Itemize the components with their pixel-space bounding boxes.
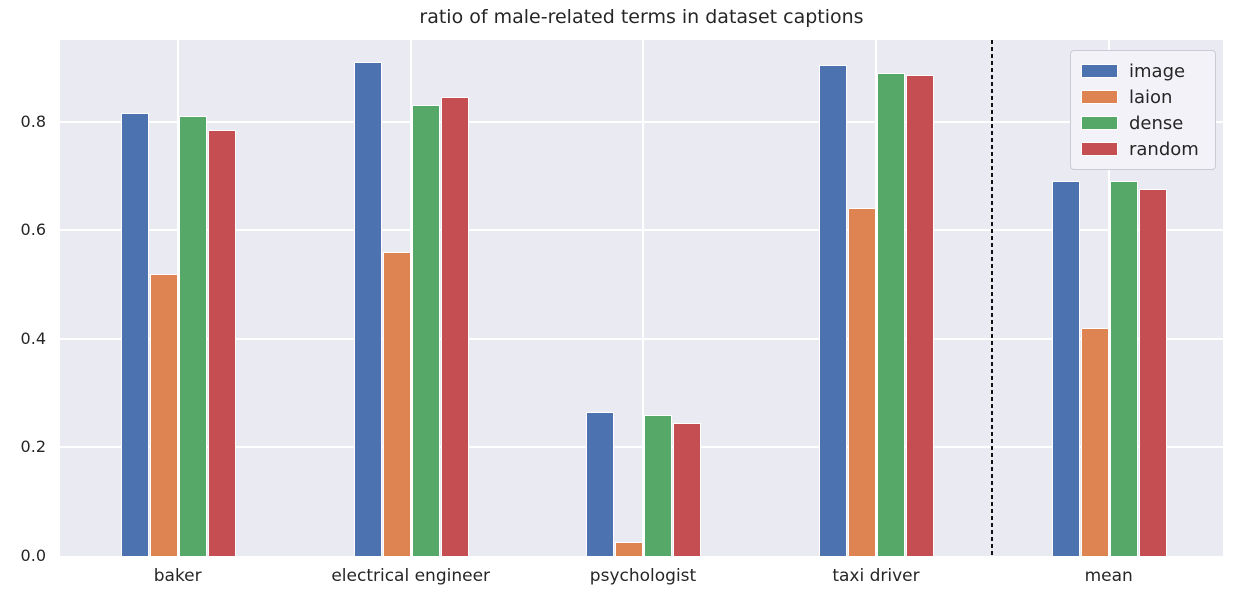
bar-laion-taxi-driver <box>848 208 876 556</box>
v-gridline <box>176 40 179 556</box>
bar-image-mean <box>1051 181 1080 556</box>
v-gridline <box>642 40 644 556</box>
h-gridline <box>60 446 1223 449</box>
legend: image laion dense random <box>1070 50 1216 170</box>
bar-random-electrical-engineer <box>440 97 469 556</box>
plot-area <box>60 40 1223 556</box>
ytick-label-0.2: 0.2 <box>20 437 46 457</box>
bar-image-baker <box>120 113 149 556</box>
chart-title: ratio of male-related terms in dataset c… <box>419 6 864 28</box>
legend-swatch-dense <box>1081 116 1118 130</box>
bar-dense-mean <box>1109 181 1138 556</box>
h-gridline <box>60 337 1223 340</box>
bar-dense-psychologist <box>644 415 672 556</box>
h-gridline <box>60 229 1223 232</box>
legend-label-laion: laion <box>1129 86 1173 108</box>
bar-laion-mean <box>1080 328 1109 556</box>
bar-image-psychologist <box>586 412 614 556</box>
v-gridline <box>1107 40 1110 556</box>
bar-dense-baker <box>178 116 207 556</box>
legend-label-image: image <box>1129 60 1186 82</box>
ytick-label-0.8: 0.8 <box>20 111 46 131</box>
legend-swatch-image <box>1081 64 1118 78</box>
xtick-label-psychologist: psychologist <box>589 566 697 586</box>
bar-random-taxi-driver <box>906 75 934 556</box>
xtick-label-baker: baker <box>153 566 202 586</box>
legend-row-dense: dense <box>1081 110 1205 136</box>
ytick-label-0.6: 0.6 <box>20 220 46 240</box>
bar-random-psychologist <box>673 423 701 556</box>
bar-image-electrical-engineer <box>353 62 382 556</box>
legend-row-random: random <box>1081 136 1205 162</box>
bar-random-mean <box>1138 189 1167 556</box>
h-gridline <box>60 120 1223 123</box>
xtick-label-electrical-engineer: electrical engineer <box>331 566 491 586</box>
bar-laion-baker <box>149 274 178 556</box>
bar-laion-psychologist <box>615 542 643 556</box>
bar-image-taxi-driver <box>819 65 847 556</box>
legend-swatch-random <box>1081 142 1118 156</box>
ytick-label-0.0: 0.0 <box>20 546 46 565</box>
legend-label-random: random <box>1129 138 1199 160</box>
legend-label-dense: dense <box>1129 112 1184 134</box>
legend-swatch-laion <box>1081 90 1118 104</box>
bar-laion-electrical-engineer <box>382 252 411 556</box>
legend-row-image: image <box>1081 58 1205 84</box>
xtick-label-mean: mean <box>1084 566 1133 586</box>
legend-row-laion: laion <box>1081 84 1205 110</box>
bar-random-baker <box>207 130 236 556</box>
category-separator-line <box>991 40 994 556</box>
v-gridline <box>409 40 412 556</box>
xtick-label-taxi-driver: taxi driver <box>832 566 920 586</box>
bar-dense-electrical-engineer <box>411 105 440 556</box>
ytick-label-0.4: 0.4 <box>20 328 46 348</box>
bar-dense-taxi-driver <box>877 73 905 556</box>
v-gridline <box>875 40 877 556</box>
